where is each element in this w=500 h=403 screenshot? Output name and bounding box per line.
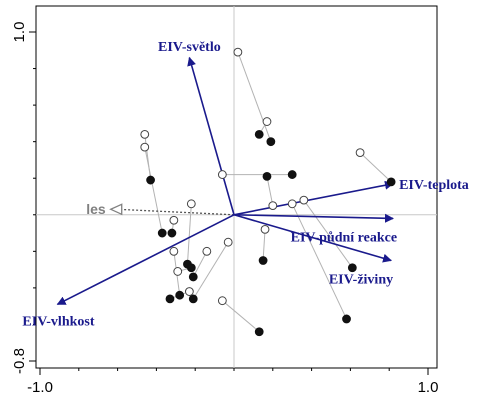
arrow-label: EIV-půdní reakce [291,231,397,246]
pair-connector [222,300,260,333]
y-tick-label: 1.0 [11,22,28,43]
open-point [233,47,243,57]
env-arrow [233,213,394,223]
plot-frame [35,5,438,369]
open-point [184,287,194,296]
open-point [268,201,278,211]
open-point [140,142,150,152]
filled-point [175,290,185,300]
open-point [223,237,233,247]
open-point [217,170,227,179]
arrow-label: EIV-teplota [399,178,469,193]
open-point [287,199,297,209]
supplementary-arrowhead [109,203,123,216]
filled-point [258,256,268,265]
env-arrow [187,56,235,215]
pair-connector [266,176,274,206]
x-tick-label: 1.0 [418,379,439,396]
filled-point [347,263,357,273]
pair-connector [192,241,229,300]
filled-point [386,177,396,187]
sample-points [140,47,396,337]
pair-connector [192,251,208,278]
y-tick-label: -0.8 [11,348,28,374]
pair-connector [303,199,353,269]
filled-point [262,171,272,181]
open-point [140,129,150,139]
open-point [169,215,179,225]
filled-point [188,294,198,304]
pair-connector [186,203,192,265]
open-point [217,296,227,306]
arrow-label: EIV-světlo [158,40,221,55]
pair-connector [262,229,266,261]
filled-point [165,294,175,304]
open-point [299,195,309,205]
open-point [186,199,196,209]
open-point [173,267,183,276]
filled-point [287,170,297,179]
arrow-label: EIV-vlhkost [22,315,94,330]
supplementary-label: les [86,201,106,217]
filled-point [167,228,177,238]
supplementary-arrow-line [117,208,235,216]
pair-connector [291,203,347,320]
open-point [260,225,270,234]
filled-point [186,263,196,273]
open-point [202,246,212,256]
filled-point [146,175,155,185]
filled-point [266,137,276,147]
filled-point [254,129,264,139]
open-point [169,246,179,256]
open-point [355,148,365,158]
plot-border [35,5,438,369]
environmental-arrows [56,56,394,306]
filled-point [188,272,198,282]
filled-point [157,228,167,238]
env-arrow [56,214,235,306]
pair-connectors [144,51,392,333]
filled-point [342,314,351,324]
pair-connector [144,147,163,234]
env-arrow [233,214,393,263]
open-point [262,117,272,126]
x-tick-label: -1.0 [27,379,53,396]
arrow-labels: EIV-světlo EIV-teplota EIV-půdní reakce EIV… [22,40,468,330]
pair-connector [237,51,272,142]
pair-connector [359,152,392,183]
axes: 1.0 -0.8 -1.0 1.0 [11,6,438,396]
supplementary-variables: les [86,201,235,217]
filled-point [254,327,264,337]
arrow-label: EIV-živiny [329,273,393,288]
env-arrow [233,180,394,216]
